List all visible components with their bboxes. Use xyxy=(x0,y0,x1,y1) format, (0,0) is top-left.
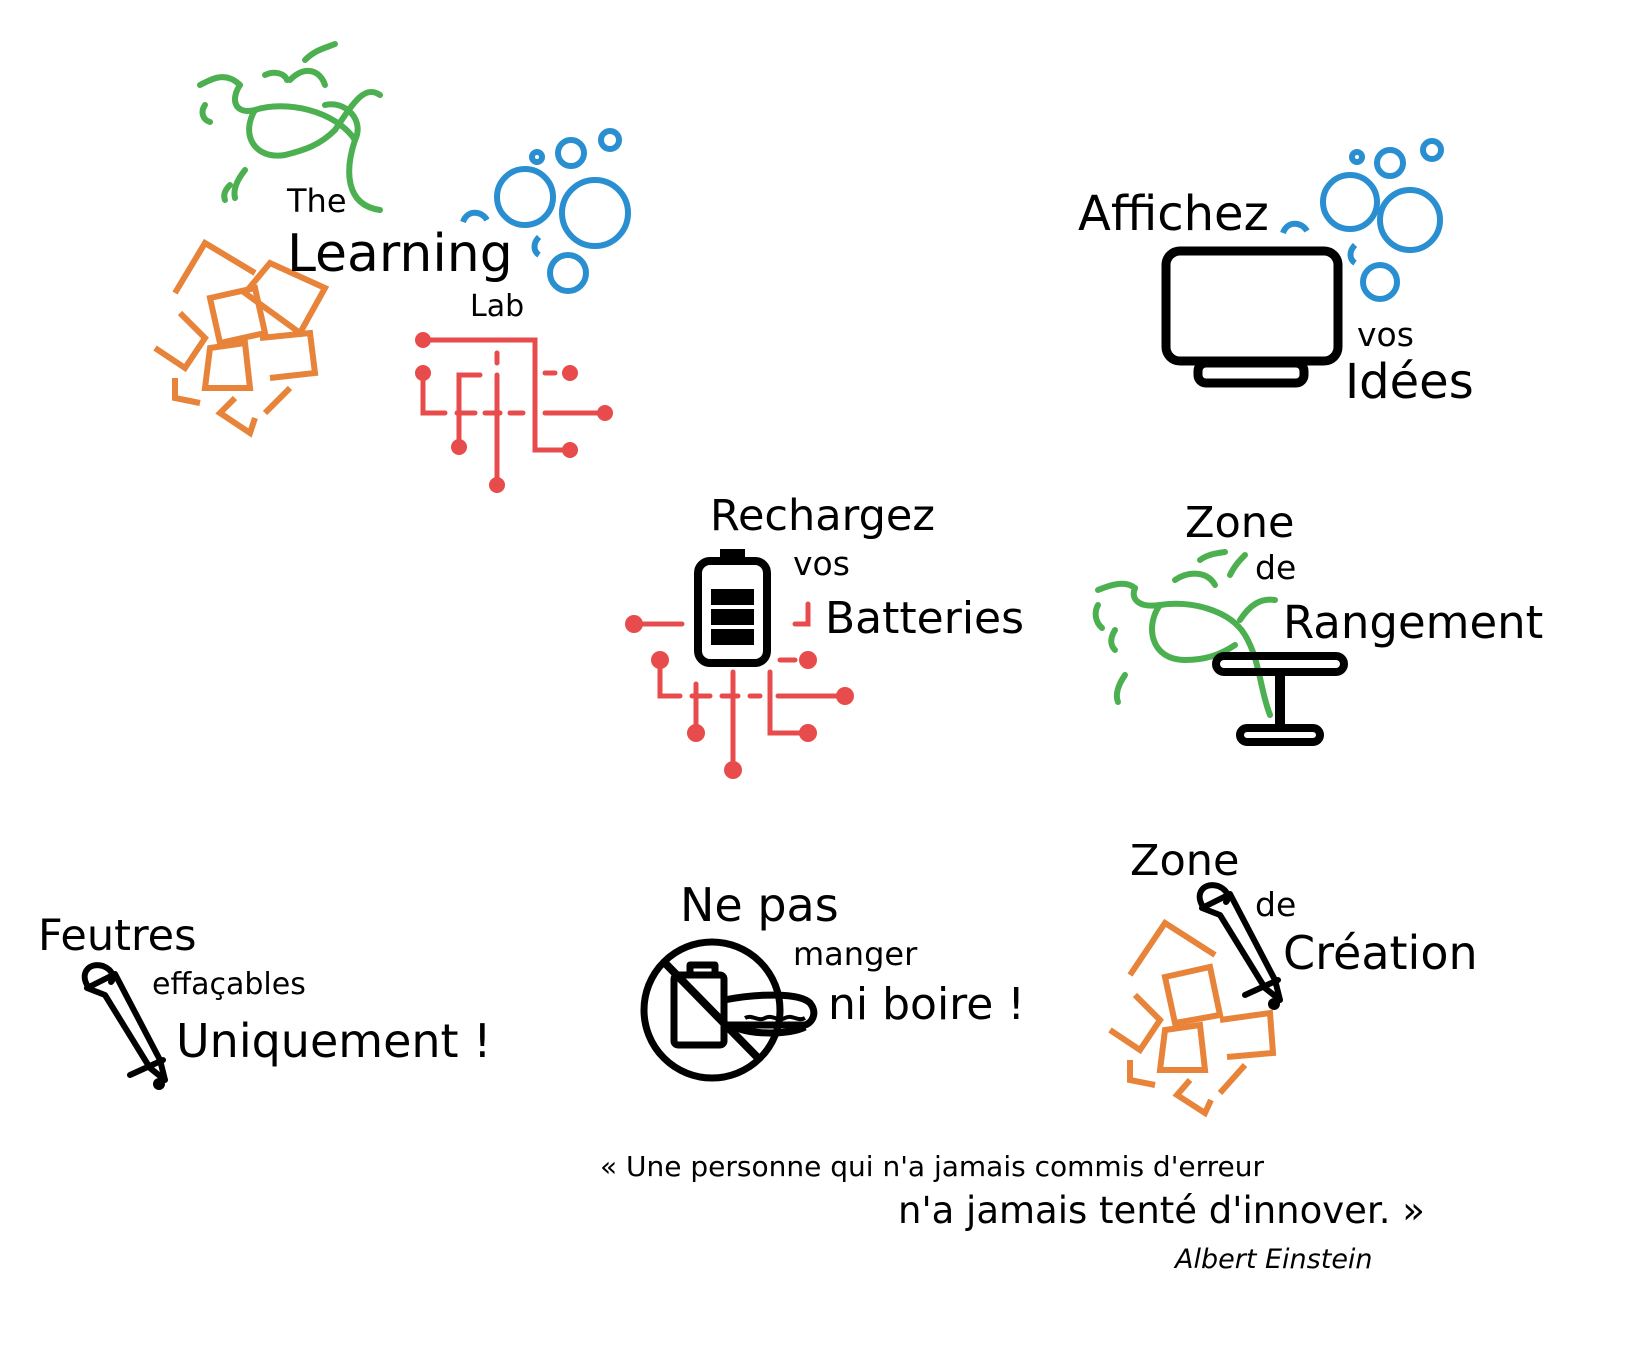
logo-lab: Lab xyxy=(470,289,525,324)
circuit-icon xyxy=(415,332,613,493)
affichez-line3: Idées xyxy=(1345,354,1474,410)
affichez-line2: vos xyxy=(1357,315,1414,354)
rangement-line2: de xyxy=(1255,548,1297,587)
bubbles-icon xyxy=(460,128,631,294)
marker-icon xyxy=(81,962,168,1090)
no-food-icon xyxy=(640,938,818,1082)
circuit-icon xyxy=(625,601,854,779)
sign-recharge: Rechargez vos Batteries xyxy=(625,491,1025,779)
sign-manger: Ne pas manger ni boire ! xyxy=(640,878,1025,1082)
manger-line2: manger xyxy=(793,935,918,973)
learning-lab-logo: The Learning Lab xyxy=(0,0,700,520)
recharge-line2: vos xyxy=(793,544,850,583)
affichez-line1: Affichez xyxy=(1078,186,1269,242)
recharge-line1: Rechargez xyxy=(710,491,935,541)
battery-icon xyxy=(694,549,771,667)
quote-line2: n'a jamais tenté d'innover. » xyxy=(898,1189,1425,1232)
sticky-notes-icon xyxy=(153,238,330,438)
rangement-line3: Rangement xyxy=(1283,596,1544,649)
creation-line1: Zone xyxy=(1130,836,1240,886)
table-icon xyxy=(1212,652,1348,746)
manger-line1: Ne pas xyxy=(680,878,839,932)
recharge-line3: Batteries xyxy=(825,593,1025,644)
sign-feutres: Feutres effaçables Uniquement ! xyxy=(0,0,600,1120)
manger-line3: ni boire ! xyxy=(828,979,1025,1030)
sign-rangement: Zone de Rangement xyxy=(1092,498,1544,746)
logo-learning: Learning xyxy=(287,224,513,284)
sign-creation: Zone de Création xyxy=(1108,836,1478,1118)
logo-the: The xyxy=(287,182,347,220)
quote-author: Albert Einstein xyxy=(1175,1244,1373,1275)
monitor-icon xyxy=(1161,246,1343,388)
sticky-notes-icon xyxy=(1108,918,1277,1118)
bubbles-icon xyxy=(1280,138,1444,302)
vine-icon xyxy=(197,41,383,213)
sign-affichez: Affichez vos Idées xyxy=(0,0,1625,420)
feutres-line3: Uniquement ! xyxy=(176,1014,492,1068)
creation-line2: de xyxy=(1255,885,1297,924)
feutres-line1: Feutres xyxy=(38,911,197,961)
feutres-line2: effaçables xyxy=(152,967,306,1002)
creation-line3: Création xyxy=(1283,926,1478,980)
quote-line1: « Une personne qui n'a jamais commis d'e… xyxy=(600,1150,1265,1183)
marker-icon xyxy=(1196,882,1283,1010)
rangement-line1: Zone xyxy=(1185,498,1295,548)
